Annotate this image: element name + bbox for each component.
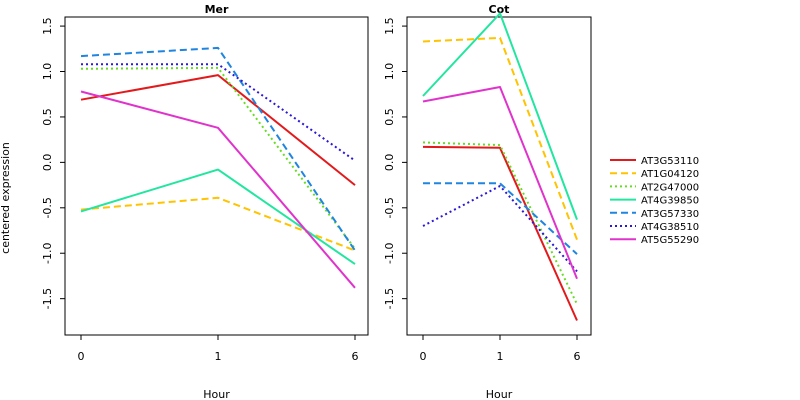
- y-tick-label-cot: -0.5: [383, 197, 396, 218]
- y-tick-label-mer: 0.5: [41, 108, 54, 126]
- series-line-at5g55290-cot: [422, 86, 578, 280]
- plot-frame-mer: [64, 16, 369, 336]
- series-line-at3g53110-mer: [80, 74, 356, 186]
- y-tick-label-cot: 1.5: [383, 17, 396, 35]
- x-tick-label-cot: 6: [574, 350, 581, 363]
- y-tick-label-cot: 1.0: [383, 63, 396, 81]
- series-line-at4g38510-cot: [422, 185, 578, 273]
- series-line-at4g38510-mer: [81, 63, 356, 162]
- legend-label-at2g47000: AT2G47000: [641, 182, 699, 193]
- series-line-at2g47000-cot: [422, 141, 578, 305]
- legend-label-at4g38510: AT4G38510: [641, 222, 699, 233]
- legend-label-at5g55290: AT5G55290: [641, 235, 699, 246]
- y-tick-label-mer: 1.0: [41, 63, 54, 81]
- x-axis-mer: 0 1 6: [78, 335, 359, 363]
- y-axis-mer: -1.5 -1.0 -0.5 0.0 0.5 1.0 1.5: [41, 17, 65, 309]
- x-axis-cot: 0 1 6: [420, 335, 581, 363]
- y-tick-label-mer: 1.5: [41, 17, 54, 35]
- y-tick-label-cot: 0.0: [383, 154, 396, 172]
- y-tick-label-cot: -1.0: [383, 242, 396, 263]
- panel-title-mer: Mer: [205, 3, 229, 16]
- legend: AT3G53110 AT1G04120 AT2G47000 AT4G39850 AT3G…: [610, 156, 699, 246]
- x-tick-label-cot: 0: [420, 350, 427, 363]
- series-line-at1g04120-cot: [422, 36, 578, 240]
- panel-mer: Mer Hour -1.5 -1.0 -0.5 0.0 0.5 1.0 1.5 0 1 6: [41, 3, 369, 400]
- legend-label-at3g53110: AT3G53110: [641, 156, 699, 167]
- series-line-at3g53110-cot: [422, 145, 578, 321]
- x-axis-label-mer: Hour: [203, 388, 230, 400]
- x-tick-label-mer: 0: [78, 350, 85, 363]
- series-line-at3g57330-cot: [423, 182, 578, 255]
- y-tick-label-mer: 0.0: [41, 154, 54, 172]
- x-tick-label-mer: 6: [352, 350, 359, 363]
- panel-title-cot: Cot: [489, 3, 510, 16]
- y-tick-label-mer: -1.0: [41, 242, 54, 263]
- series-lines-mer: [80, 46, 356, 289]
- x-axis-label-cot: Hour: [486, 388, 513, 400]
- y-tick-label-cot: 0.5: [383, 108, 396, 126]
- series-line-at4g39850-cot: [422, 12, 578, 220]
- series-line-at5g55290-mer: [80, 90, 356, 289]
- series-line-at3g57330-mer: [80, 46, 356, 252]
- x-tick-label-cot: 1: [497, 350, 504, 363]
- series-line-at4g39850-mer: [80, 168, 356, 265]
- series-line-at2g47000-mer: [80, 66, 356, 250]
- series-lines-cot: [422, 12, 578, 321]
- panel-cot: Cot Hour -1.5 -1.0 -0.5 0.0 0.5 1.0 1.5 0 1 6: [383, 3, 592, 400]
- y-axis-label: centered expression: [0, 142, 12, 254]
- legend-label-at4g39850: AT4G39850: [641, 196, 699, 207]
- legend-label-at1g04120: AT1G04120: [641, 169, 699, 180]
- legend-label-at3g57330: AT3G57330: [641, 209, 699, 220]
- x-tick-label-mer: 1: [215, 350, 222, 363]
- y-tick-label-mer: -1.5: [41, 288, 54, 309]
- y-axis-cot: -1.5 -1.0 -0.5 0.0 0.5 1.0 1.5: [383, 17, 407, 309]
- y-tick-label-mer: -0.5: [41, 197, 54, 218]
- plot-frame-cot: [406, 16, 592, 336]
- y-tick-label-cot: -1.5: [383, 288, 396, 309]
